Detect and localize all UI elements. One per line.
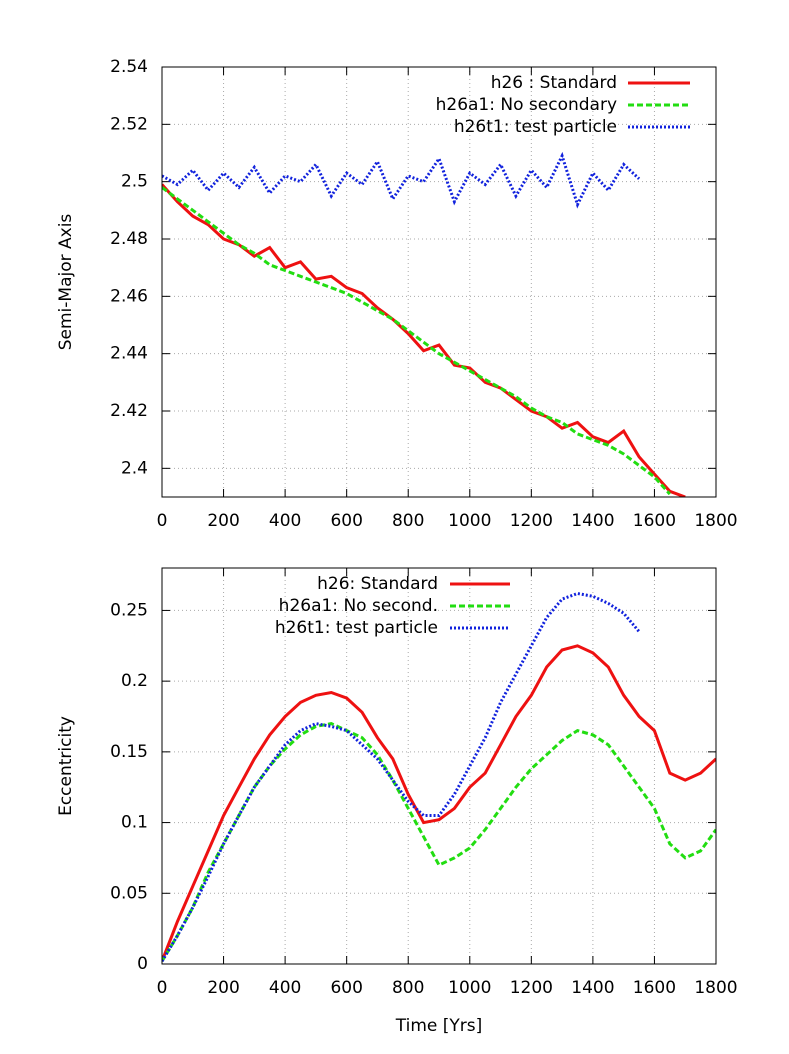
- x-tick-label: 200: [207, 978, 239, 998]
- x-tick-label: 200: [207, 511, 239, 531]
- legend-label: h26: Standard: [317, 574, 438, 594]
- series-line: [162, 722, 716, 962]
- x-tick-label: 800: [392, 978, 424, 998]
- legend-label: h26a1: No secondary: [436, 95, 617, 115]
- y-tick-label: 2.54: [110, 57, 148, 77]
- y-axis-label: Semi-Major Axis: [56, 214, 76, 351]
- x-tick-label: 400: [269, 978, 301, 998]
- y-tick-label: 2.52: [110, 114, 148, 134]
- x-tick-label: 1800: [694, 978, 737, 998]
- y-tick-label: 0: [137, 954, 148, 974]
- y-tick-label: 0.25: [110, 600, 148, 620]
- x-tick-label: 1000: [448, 511, 491, 531]
- x-tick-label: 1200: [510, 978, 553, 998]
- y-tick-label: 0.2: [121, 671, 148, 691]
- x-tick-label: 1400: [571, 511, 614, 531]
- series-line: [162, 183, 686, 497]
- y-tick-label: 2.4: [121, 458, 148, 478]
- legend-label: h26a1: No second.: [279, 596, 438, 616]
- x-tick-label: 1000: [448, 978, 491, 998]
- y-tick-label: 0.15: [110, 742, 148, 762]
- x-tick-label: 600: [330, 511, 362, 531]
- y-tick-label: 2.42: [110, 401, 148, 421]
- series-line: [162, 591, 641, 962]
- plot-frame: [161, 66, 717, 498]
- y-axis-label: Eccentricity: [56, 716, 76, 816]
- y-tick-label: 0.05: [110, 883, 148, 903]
- y-tick-label: 2.46: [110, 286, 148, 306]
- y-tick-label: 2.5: [121, 172, 148, 192]
- x-tick-label: 0: [157, 978, 168, 998]
- x-tick-label: 1800: [694, 511, 737, 531]
- y-tick-label: 2.44: [110, 344, 148, 364]
- x-tick-label: 600: [330, 978, 362, 998]
- legend-label: h26t1: test particle: [454, 117, 617, 137]
- x-tick-label: 0: [157, 511, 168, 531]
- legend-label: h26 : Standard: [491, 73, 617, 93]
- x-tick-label: 800: [392, 511, 424, 531]
- series-line: [162, 644, 716, 962]
- y-tick-label: 0.1: [121, 813, 148, 833]
- y-tick-label: 2.48: [110, 229, 148, 249]
- x-axis-label: Time [Yrs]: [395, 1016, 483, 1036]
- series-line: [162, 186, 671, 496]
- legend-label: h26t1: test particle: [275, 618, 438, 638]
- x-tick-label: 1400: [571, 978, 614, 998]
- x-tick-label: 1600: [633, 978, 676, 998]
- plot-frame: [161, 567, 717, 965]
- x-tick-label: 400: [269, 511, 301, 531]
- x-tick-label: 1200: [510, 511, 553, 531]
- x-tick-label: 1600: [633, 511, 676, 531]
- series-line: [162, 151, 641, 209]
